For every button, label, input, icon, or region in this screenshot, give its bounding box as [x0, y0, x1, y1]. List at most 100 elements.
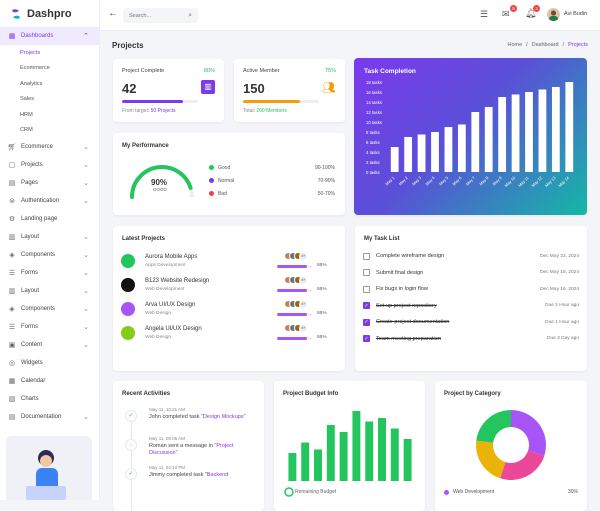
sidebar-item-forms[interactable]: ☰ Forms ⌄	[0, 318, 99, 336]
task-checkbox[interactable]: ✓	[363, 318, 370, 326]
sidebar-item-documentation[interactable]: ▤ Documentation ⌄	[0, 408, 99, 426]
task-completion-title: Task Completion	[364, 68, 416, 75]
budget-bar	[326, 425, 335, 481]
search-icon[interactable]: ⌕	[188, 11, 192, 19]
search-input[interactable]	[129, 12, 179, 19]
logo[interactable]: Dashpro	[0, 0, 99, 27]
performance-value: 90%	[151, 178, 168, 187]
activity-time: May 11, 10:21 AM	[149, 407, 185, 412]
y-tick-label: 16 tasks	[366, 90, 382, 95]
check-circle-icon: ✓	[125, 468, 137, 480]
activity-item: ✓ May 11, 02:10 PM Jimmy completed task …	[125, 465, 257, 493]
promo-illustration	[6, 436, 92, 500]
sidebar-subitem-ecommerce[interactable]: Ecommerce	[20, 65, 50, 72]
task-checkbox[interactable]: ✓	[363, 335, 370, 342]
task-item[interactable]: Fix bugs in login flow Dec May 16, 2024	[363, 283, 579, 295]
sidebar-item-label: Widgets	[21, 360, 43, 366]
task-item[interactable]: ✓ Set up project repository Due 1 Hour ago	[363, 300, 579, 312]
task-bar	[511, 94, 520, 172]
back-arrow-icon[interactable]: ←	[108, 8, 118, 19]
task-checkbox[interactable]: ✓	[363, 302, 370, 309]
sidebar-item-ecommerce[interactable]: 🛒︎ Ecommerce ⌄	[0, 138, 99, 156]
sidebar-item-authentication[interactable]: ⊜ Authentication ⌄	[0, 192, 99, 210]
activity-time: May 11, 02:10 PM	[149, 465, 186, 470]
task-date: Dec May 18, 2024	[540, 270, 579, 275]
task-label: Complete wireframe design	[376, 253, 445, 259]
sidebar-subitem-crm[interactable]: CRM	[20, 127, 33, 134]
activity-item: ◌ May 11, 08:05 AM Roman sent a message …	[125, 436, 257, 464]
task-item[interactable]: Submit final design Dec May 18, 2024	[363, 267, 579, 279]
mail-icon[interactable]: ✉	[502, 9, 510, 19]
budget-chart	[284, 411, 412, 497]
task-checkbox[interactable]	[363, 285, 370, 293]
settings-sliders-icon[interactable]: ☰	[480, 9, 489, 19]
sidebar-item-components[interactable]: ◈ Components ⌄	[0, 246, 99, 264]
sidebar-item-pages[interactable]: ▤ Pages ⌄	[0, 174, 99, 192]
project-row[interactable]: Aurora Mobile Apps Apps Development 6+ 85…	[121, 250, 337, 272]
active-member-card: Active Member 75% 150 👥︎ Total: 200 Memb…	[234, 59, 345, 122]
user-name[interactable]: Avi Budin	[564, 11, 588, 17]
sidebar-item-label: Forms	[21, 270, 38, 276]
content-icon: ▣	[8, 342, 16, 349]
layout-icon: ▥	[8, 234, 16, 241]
task-item[interactable]: ✓ Team meeting preparation Due 3 Day ago	[363, 333, 579, 345]
cart-icon: 🛒︎	[7, 144, 17, 151]
task-checkbox[interactable]	[363, 252, 370, 260]
sidebar-item-dashboards[interactable]: ▦ Dashboards ⌃	[0, 27, 99, 45]
budget-card: Project Budget Info Remaining Budget	[274, 381, 425, 511]
breadcrumb-dashboard[interactable]: Dashboard	[531, 42, 559, 48]
task-checkbox[interactable]	[363, 269, 370, 276]
form-icon: ☰	[8, 324, 16, 331]
breadcrumb-home[interactable]: Home	[507, 42, 523, 48]
project-row[interactable]: B123 Website Redesign Web Development 6+ …	[121, 274, 337, 296]
y-tick-label: 4 tasks	[366, 150, 380, 155]
avatar[interactable]	[547, 8, 560, 21]
performance-title: My Performance	[122, 143, 169, 149]
activity-link[interactable]: "Project Discussion"	[149, 443, 234, 456]
task-completion-chart: 18 tasks 16 tasks 14 tasks 12 tasks 10 tasks…	[366, 80, 574, 188]
project-row[interactable]: Arva UI/UX Design Web Design 6+ 85%	[121, 298, 337, 320]
sidebar-item-forms[interactable]: ☰ Forms ⌄	[0, 264, 99, 282]
sidebar-item-projects[interactable]: ▢ Projects ⌄	[0, 156, 99, 174]
y-tick-label: 12 tasks	[366, 110, 382, 115]
sidebar-item-content[interactable]: ▣ Content ⌄	[0, 336, 99, 354]
activity-link[interactable]: "Backend	[204, 472, 229, 478]
project-category: Web Development	[145, 287, 185, 292]
project-category: Apps Development	[145, 263, 186, 268]
project-name: Arva UI/UX Design	[145, 302, 196, 308]
x-tick-label: May 9	[492, 175, 504, 187]
x-tick-label: May 7	[465, 175, 477, 187]
task-bar	[404, 137, 413, 172]
project-complete-progress	[122, 100, 183, 103]
category-slice	[511, 410, 546, 456]
bell-badge: 3	[533, 5, 540, 12]
budget-bar	[352, 411, 361, 481]
task-item[interactable]: Complete wireframe design Dec May 22, 202…	[363, 250, 579, 262]
task-item[interactable]: ✓ Create project documentation Due 1 Hour …	[363, 316, 579, 328]
sidebar-item-widgets[interactable]: ◎ Widgets	[0, 354, 99, 372]
bell-icon[interactable]: 🔔︎	[525, 8, 537, 18]
task-label: Submit final design	[376, 269, 424, 276]
activity-item: ✓ May 11, 10:21 AM John completed task "…	[125, 407, 257, 435]
sidebar-item-components[interactable]: ◈ Components ⌄	[0, 300, 99, 318]
sidebar-item-landing-page[interactable]: ⚙ Landing page	[0, 210, 99, 228]
leaf-icon	[121, 326, 135, 340]
y-tick-label: 18 tasks	[366, 80, 382, 85]
project-category: Web Design	[145, 311, 172, 316]
sidebar-subitem-analytics[interactable]: Analytics	[20, 80, 43, 87]
sidebar-item-layout[interactable]: ▥ Layout ⌄	[0, 282, 99, 300]
sidebar-item-label: Charts	[21, 396, 39, 402]
x-tick-label: May 1	[384, 175, 396, 187]
sidebar-item-calendar[interactable]: ▦ Calendar	[0, 372, 99, 390]
sidebar-subitem-sales[interactable]: Sales	[20, 96, 34, 103]
project-pct: 85%	[317, 287, 327, 292]
activity-link[interactable]: "Design Mockups"	[200, 414, 246, 420]
sidebar-subitem-projects[interactable]: Projects	[20, 49, 41, 56]
sidebar-item-layout[interactable]: ▥ Layout ⌄	[0, 228, 99, 246]
sidebar-subitem-hrm[interactable]: HRM	[20, 111, 33, 118]
folder-icon: ▢	[8, 162, 16, 169]
project-row[interactable]: Angela UI/UX Design Web Design 6+ 85%	[121, 322, 337, 344]
budget-bar	[339, 432, 348, 481]
sidebar-item-charts[interactable]: ▧ Charts	[0, 390, 99, 408]
active-member-label: Active Member	[243, 68, 280, 74]
